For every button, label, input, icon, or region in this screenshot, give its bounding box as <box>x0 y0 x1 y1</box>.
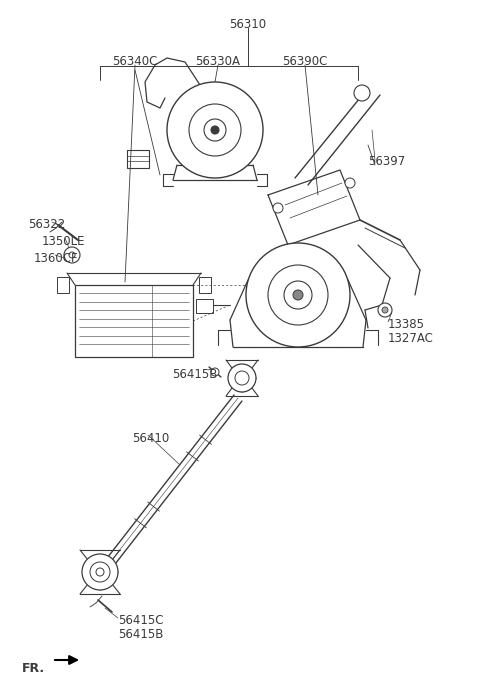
Text: 56390C: 56390C <box>282 55 328 68</box>
Bar <box>127 150 149 168</box>
Bar <box>199 277 211 293</box>
Circle shape <box>204 119 226 141</box>
Bar <box>75 285 193 357</box>
Bar <box>57 277 69 293</box>
Text: 1350LE: 1350LE <box>42 235 85 248</box>
Text: 56415C: 56415C <box>118 614 164 627</box>
Text: 13385: 13385 <box>388 318 425 331</box>
Circle shape <box>284 281 312 309</box>
Circle shape <box>293 290 303 300</box>
Circle shape <box>378 303 392 317</box>
Circle shape <box>382 307 388 313</box>
Bar <box>196 299 213 313</box>
Circle shape <box>211 368 219 376</box>
Circle shape <box>246 243 350 347</box>
Text: 56415B: 56415B <box>118 628 163 641</box>
Text: 56340C: 56340C <box>112 55 158 68</box>
Circle shape <box>211 126 219 134</box>
Circle shape <box>167 82 263 178</box>
Circle shape <box>273 203 283 213</box>
Text: 1327AC: 1327AC <box>388 332 434 345</box>
Text: 56397: 56397 <box>368 155 405 168</box>
Circle shape <box>345 178 355 188</box>
Text: 56322: 56322 <box>28 218 65 231</box>
Circle shape <box>268 265 328 325</box>
Circle shape <box>235 371 249 385</box>
Circle shape <box>64 247 80 263</box>
Circle shape <box>354 85 370 101</box>
Text: 56410: 56410 <box>132 432 169 445</box>
Text: FR.: FR. <box>22 662 45 675</box>
Circle shape <box>189 104 241 156</box>
Text: 56330A: 56330A <box>195 55 240 68</box>
Text: 56415B: 56415B <box>172 368 217 381</box>
Text: 1360CF: 1360CF <box>34 252 79 265</box>
Circle shape <box>228 364 256 392</box>
Circle shape <box>90 562 110 582</box>
Circle shape <box>96 568 104 576</box>
Circle shape <box>69 252 75 258</box>
Circle shape <box>82 554 118 590</box>
Text: 56310: 56310 <box>229 18 266 31</box>
